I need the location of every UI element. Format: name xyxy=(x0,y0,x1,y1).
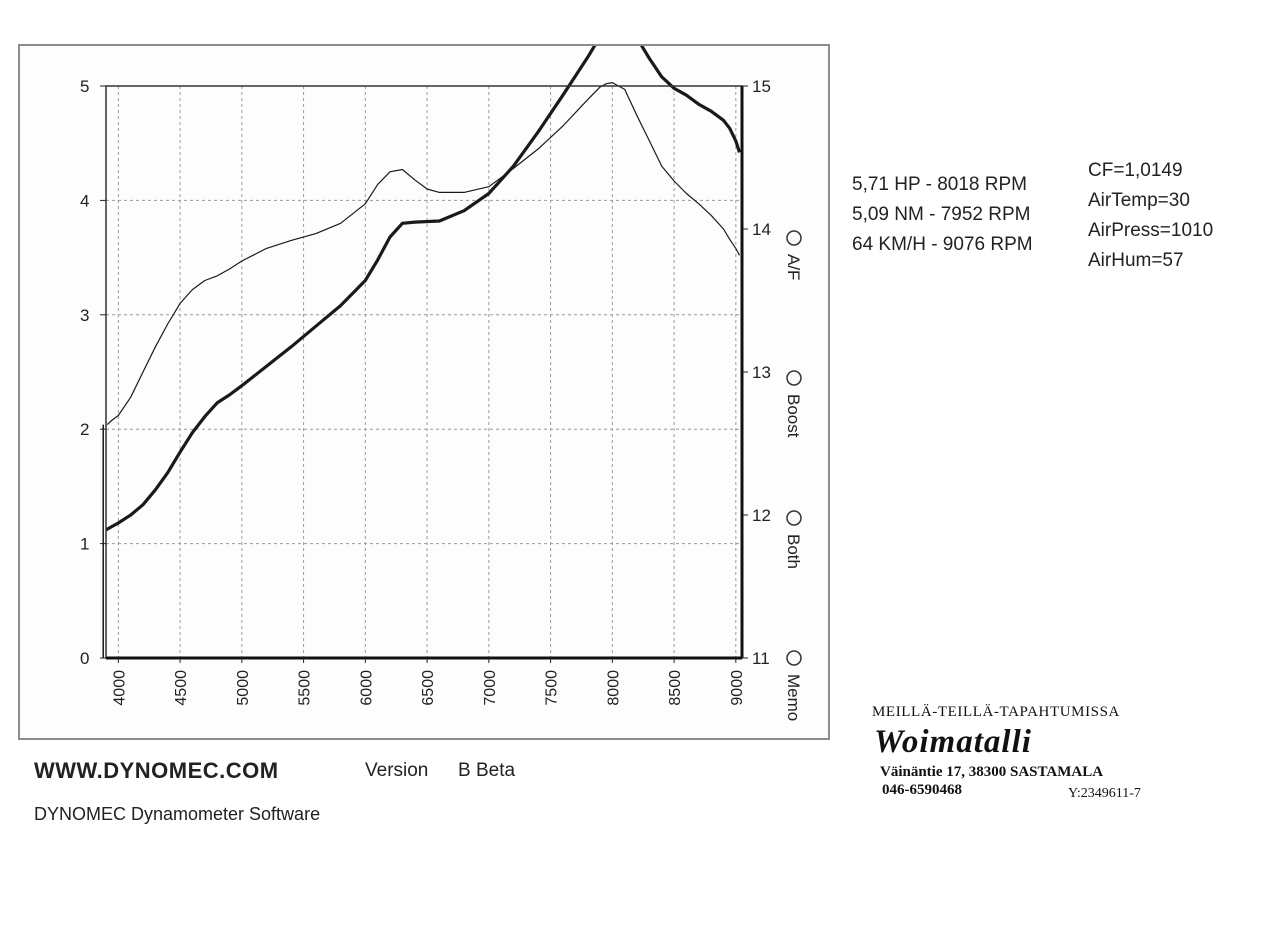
website-url: WWW.DYNOMEC.COM xyxy=(34,758,279,783)
plot-border xyxy=(105,85,743,659)
chart-grid xyxy=(106,85,742,659)
max-power-stat: 5,71 HP - 8018 RPM xyxy=(852,174,1027,195)
x-tick-label: 7500 xyxy=(544,670,561,706)
correction-factor: CF=1,0149 xyxy=(1088,160,1183,181)
air-pressure: AirPress=1010 xyxy=(1088,220,1214,241)
version-label: Version xyxy=(365,760,429,781)
series-line-thin xyxy=(106,82,741,426)
air-humidity: AirHum=57 xyxy=(1088,250,1184,271)
stamp-business-id: Y:2349611-7 xyxy=(1068,786,1141,801)
y-tick-label: 4 xyxy=(80,191,89,210)
y2-tick-label: 12 xyxy=(752,506,771,525)
option-label: Boost xyxy=(784,394,803,438)
y2-tick-label: 13 xyxy=(752,363,771,382)
stamp-tagline: MEILLÄ-TEILLÄ-TAPAHTUMISSA xyxy=(872,704,1120,720)
x-tick-label: 6000 xyxy=(358,670,375,706)
x-tick-label: 8000 xyxy=(605,670,622,706)
x-tick-label: 9000 xyxy=(729,670,746,706)
y-tick-label: 5 xyxy=(80,77,89,96)
x-tick-label: 7000 xyxy=(482,670,499,706)
y2-tick-label: 15 xyxy=(752,77,771,96)
radio-circle-icon xyxy=(786,370,802,386)
option-memo[interactable]: Memo xyxy=(784,650,803,721)
y-tick-label: 3 xyxy=(80,306,89,325)
chart-series xyxy=(102,46,742,658)
stamp-phone: 046-6590468 xyxy=(882,782,962,798)
dyno-chart-frame: 0 1 2 3 4 5 11 12 13 14 15 4000 4500 5000 5500 6000 6500… xyxy=(18,44,830,740)
version-value: B Beta xyxy=(458,760,516,781)
max-torque-stat: 5,09 NM - 7952 RPM xyxy=(852,204,1031,225)
stamp-address: Väinäntie 17, 38300 SASTAMALA xyxy=(880,764,1104,780)
option-both[interactable]: Both xyxy=(784,510,803,569)
x-tick-label: 6500 xyxy=(420,670,437,706)
option-label: A/F xyxy=(784,254,803,280)
option-label: Memo xyxy=(784,674,803,721)
y-tick-label: 2 xyxy=(80,420,89,439)
y2-tick-label: 11 xyxy=(752,649,770,668)
max-speed-stat: 64 KM/H - 9076 RPM xyxy=(852,234,1033,255)
air-temperature: AirTemp=30 xyxy=(1088,190,1190,211)
option-boost[interactable]: Boost xyxy=(784,370,803,438)
software-name: DYNOMEC Dynamometer Software xyxy=(34,804,321,824)
x-tick-label: 4000 xyxy=(111,670,128,706)
stamp-company-name: Woimatalli xyxy=(874,724,1032,760)
x-tick-label: 5000 xyxy=(235,670,252,706)
radio-circle-icon xyxy=(786,650,802,666)
y-tick-label: 1 xyxy=(80,535,89,554)
radio-circle-icon xyxy=(786,230,802,246)
radio-circle-icon xyxy=(786,510,802,526)
y2-tick-label: 14 xyxy=(752,220,771,239)
option-label: Both xyxy=(784,534,803,569)
chart-options: A/F Boost Both Memo xyxy=(784,230,803,721)
series-line-thick xyxy=(105,46,742,532)
x-tick-label: 8500 xyxy=(667,670,684,706)
option-af[interactable]: A/F xyxy=(784,230,803,280)
y-tick-label: 0 xyxy=(80,649,89,668)
x-tick-label: 4500 xyxy=(173,670,190,706)
x-tick-label: 5500 xyxy=(297,670,314,706)
